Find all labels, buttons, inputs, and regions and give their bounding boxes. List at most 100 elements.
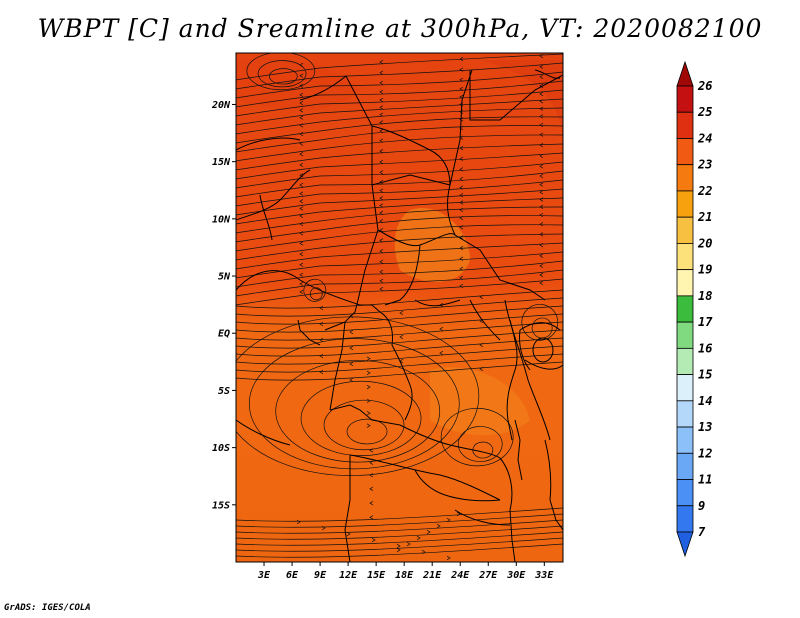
streamline-arrow — [459, 193, 464, 198]
streamline-arrow — [479, 294, 484, 300]
streamline-arrow — [379, 228, 384, 233]
streamline-arrow — [369, 473, 374, 478]
streamline — [236, 289, 563, 309]
streamline-arrow — [299, 252, 304, 257]
streamline — [236, 242, 563, 270]
streamline-arrow — [459, 94, 464, 100]
streamline-arrow — [539, 153, 544, 159]
streamline-arrow — [299, 115, 304, 120]
streamline — [236, 345, 563, 365]
streamline — [236, 197, 563, 225]
streamline — [275, 360, 441, 463]
colorbar-swatch — [676, 164, 694, 192]
streamline-arrow — [539, 280, 544, 286]
streamline-arrow — [379, 210, 384, 216]
streamline-arrow — [459, 235, 464, 240]
streamline-arrow — [539, 143, 544, 148]
colorbar-label: 7 — [698, 525, 706, 539]
streamline-arrow — [539, 182, 544, 187]
streamline — [236, 269, 563, 297]
streamline-arrow — [446, 517, 451, 523]
streamline-arrow — [539, 212, 544, 218]
streamline — [257, 60, 307, 88]
streamline-arrow — [539, 253, 544, 258]
streamline-arrow — [479, 366, 484, 372]
map-title: WBPT [C] and Sreamline at 300hPa, VT: 20… — [37, 14, 763, 43]
streamline-arrow — [349, 345, 354, 351]
streamline-arrow — [456, 511, 461, 517]
streamline-arrow — [366, 398, 371, 403]
streamline — [236, 71, 563, 99]
lon-tick-label: 33E — [534, 570, 554, 581]
colorbar-swatch — [676, 216, 694, 244]
streamline-arrow — [459, 109, 464, 114]
streamline — [236, 134, 563, 162]
streamline — [309, 287, 323, 301]
streamline-arrow — [459, 200, 464, 205]
streamline — [236, 206, 563, 234]
streamline — [236, 353, 563, 373]
streamline-arrow — [349, 377, 354, 383]
lake-victoria — [514, 337, 554, 481]
streamline-arrow — [369, 515, 374, 520]
streamline — [303, 278, 327, 302]
lon-tick-label: 12E — [339, 570, 358, 581]
colorbar-label: 11 — [698, 473, 712, 487]
streamline-arrow — [539, 263, 544, 268]
streamline-arrow — [379, 238, 384, 243]
streamline-arrow — [299, 213, 304, 219]
streamline-arrow — [399, 310, 404, 316]
streamline-arrow — [299, 272, 304, 277]
colorbar-swatch — [676, 111, 694, 139]
streamline-arrow — [459, 125, 464, 131]
streamline-arrow — [299, 191, 304, 196]
streamline-arrow — [459, 275, 464, 280]
streamline-arrow — [459, 176, 464, 182]
lon-tick-label: 9E — [314, 570, 327, 581]
streamline-arrow — [539, 204, 544, 210]
streamline — [236, 251, 563, 279]
streamline-arrow — [539, 64, 544, 69]
streamline-arrow — [379, 188, 384, 193]
streamline-arrow — [396, 543, 401, 549]
streamline-arrow — [539, 106, 544, 111]
streamline-arrow — [319, 321, 324, 327]
lat-tick-label: 15S — [212, 500, 230, 511]
colorbar-label: 13 — [698, 420, 712, 434]
streamline-arrow — [319, 369, 324, 375]
streamline — [236, 305, 563, 325]
streamline — [457, 426, 503, 463]
streamline — [236, 53, 563, 81]
streamline-arrow — [379, 286, 384, 292]
streamline-arrow — [426, 529, 431, 535]
streamline-arrow — [539, 122, 544, 128]
colorbar-label: 18 — [698, 289, 712, 303]
lat-tick-label: EQ — [218, 329, 230, 340]
lat-tick-label: 10N — [212, 214, 231, 225]
streamline-arrow — [379, 105, 384, 110]
streamline — [236, 543, 563, 558]
colorbar-label: 17 — [698, 315, 713, 329]
streamline-arrow — [459, 117, 464, 122]
streamline — [521, 303, 559, 341]
streamline-arrow — [369, 486, 374, 491]
footer-credit: GrADS: IGES/COLA — [4, 603, 91, 613]
streamline — [236, 125, 563, 153]
streamline-arrow — [399, 334, 404, 340]
streamline-arrow — [369, 500, 374, 506]
streamline-arrow — [459, 207, 464, 213]
streamline — [236, 107, 563, 135]
colorbar-swatch — [676, 400, 694, 428]
streamline-arrow — [299, 152, 304, 157]
lat-tick-label: 10S — [212, 443, 230, 454]
latitude-axis: 20N 15N 10N 5N EQ 5S 10S 15S — [211, 100, 236, 511]
colorbar-label: 9 — [698, 499, 705, 513]
streamline-arrow — [459, 215, 464, 221]
streamline — [236, 152, 563, 180]
streamline — [236, 143, 563, 171]
streamline-arrow — [459, 156, 464, 162]
lat-tick-label: 15N — [212, 157, 231, 168]
streamline — [236, 337, 563, 357]
lat-tick-label: 20N — [211, 100, 231, 111]
